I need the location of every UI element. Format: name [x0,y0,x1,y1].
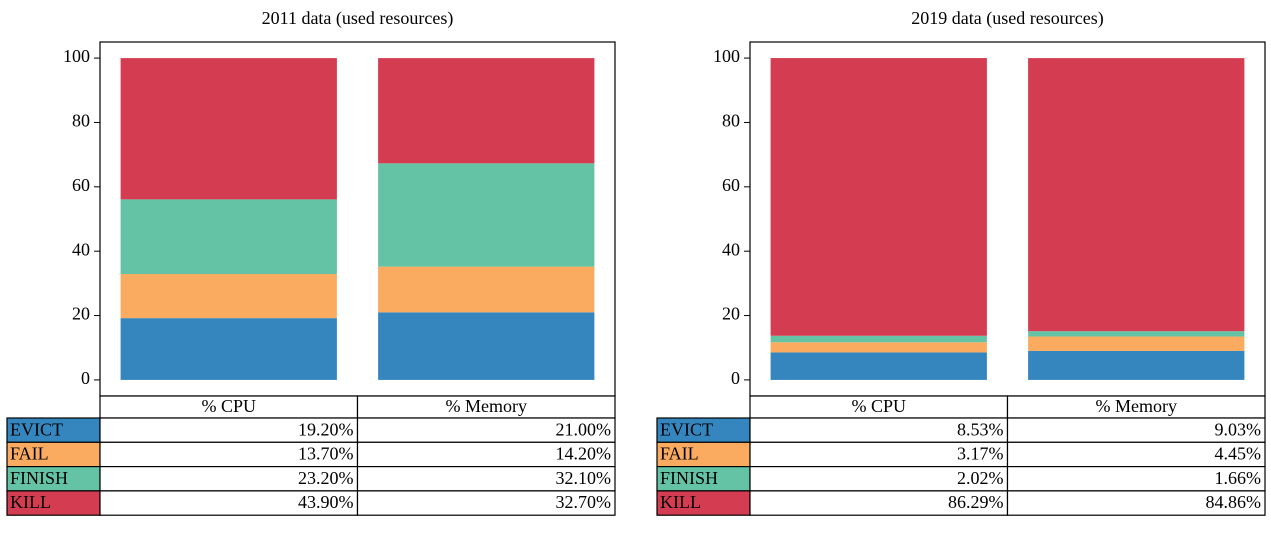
bar-segment [120,318,337,380]
legend-label: EVICT [10,419,63,439]
table-cell [356,441,616,468]
table-value: 9.03% [1215,419,1262,439]
legend-label: KILL [660,492,701,512]
legend-label: FAIL [10,444,49,464]
table-header: % Memory [446,396,527,416]
table-cell [749,441,1009,468]
table-value: 32.10% [556,468,612,488]
bar-segment [770,342,987,353]
legend-label: FINISH [10,468,68,488]
y-tick-label: 0 [81,368,90,388]
legend-label: FINISH [660,468,718,488]
bar-segment [378,163,595,267]
y-tick-label: 100 [63,46,90,66]
legend-label: FAIL [660,444,699,464]
table-cell [1006,490,1266,516]
table-value: 32.70% [556,492,612,512]
y-tick-label: 40 [722,239,740,259]
table-cell [749,490,1009,516]
bar-segment [120,58,337,200]
y-tick-label: 0 [731,368,740,388]
bar-segment [378,266,595,313]
bar-segment [1028,336,1245,351]
bar-segment [378,58,595,164]
y-tick-label: 60 [722,175,740,195]
y-tick-label: 40 [72,239,90,259]
bar-segment [770,352,987,380]
chart-title: 2019 data (used resources) [911,8,1103,29]
bar-segment [1028,350,1245,380]
table-header: % CPU [851,396,906,416]
bar-segment [378,312,595,380]
table-value: 43.90% [298,492,354,512]
y-tick-label: 80 [72,111,90,131]
table-cell [356,490,616,516]
bar-segment [770,58,987,336]
legend-cell [656,417,751,443]
table-value: 3.17% [957,444,1004,464]
table-cell [749,417,1009,443]
table-header: % CPU [201,396,256,416]
bar-segment [120,199,337,275]
y-tick-label: 20 [72,304,90,324]
bar-segment [120,274,337,319]
table-value: 21.00% [556,419,612,439]
y-tick-label: 20 [722,304,740,324]
y-tick-label: 100 [713,46,740,66]
legend-cell [6,490,101,516]
legend-label: KILL [10,492,51,512]
table-value: 1.66% [1215,468,1262,488]
table-header: % Memory [1096,396,1177,416]
table-value: 4.45% [1215,444,1262,464]
table-value: 86.29% [948,492,1004,512]
bar-segment [1028,331,1245,337]
table-value: 14.20% [556,444,612,464]
table-cell [1006,466,1266,492]
table-value: 19.20% [298,419,354,439]
legend-cell [656,441,751,468]
table-value: 13.70% [298,444,354,464]
table-value: 84.86% [1206,492,1262,512]
legend-label: EVICT [660,419,713,439]
table-cell [1006,417,1266,443]
table-value: 23.20% [298,468,354,488]
chart-title: 2011 data (used resources) [262,8,454,29]
table-value: 2.02% [957,468,1004,488]
bar-segment [1028,58,1245,332]
table-value: 8.53% [957,419,1004,439]
bar-segment [770,335,987,343]
y-tick-label: 60 [72,175,90,195]
y-tick-label: 80 [722,111,740,131]
table-cell [99,466,359,492]
table-cell [749,466,1009,492]
